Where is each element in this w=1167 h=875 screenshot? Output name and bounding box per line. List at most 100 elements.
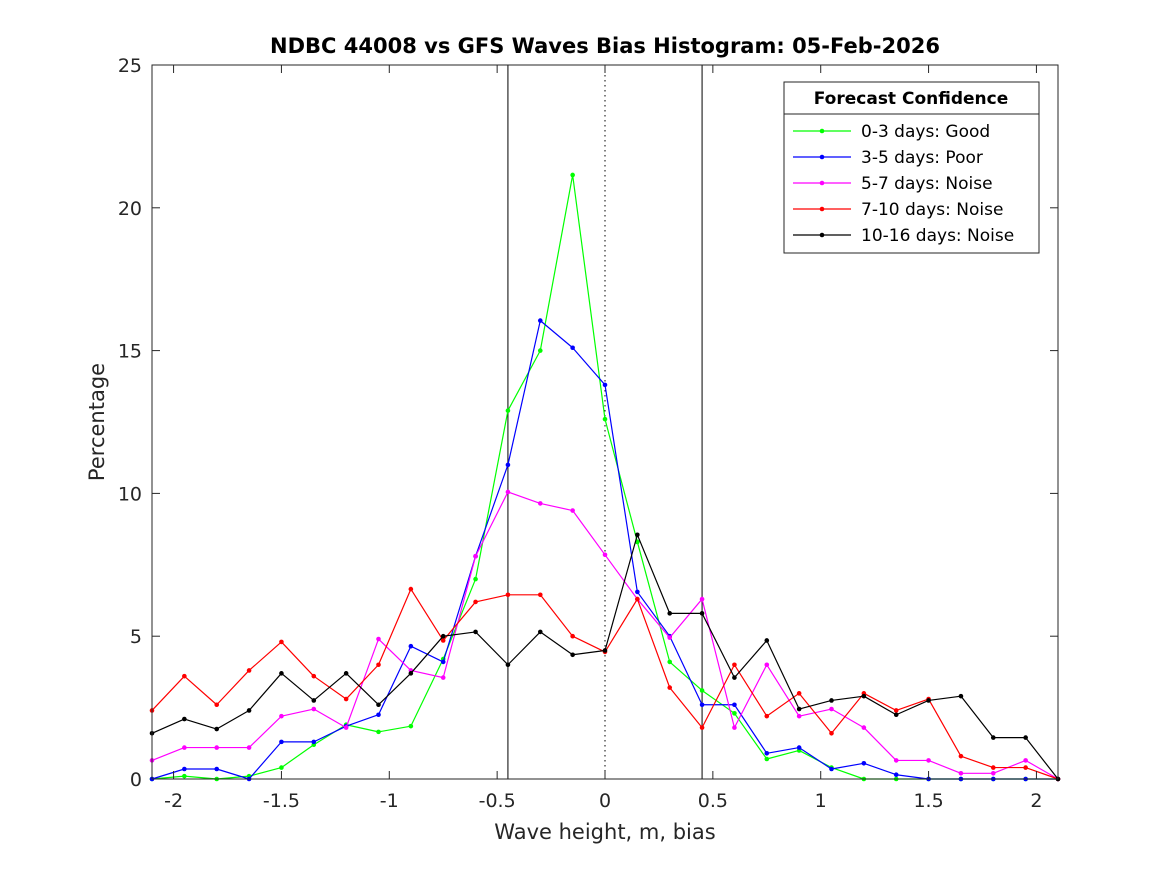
data-point — [214, 702, 220, 708]
data-point — [861, 760, 867, 766]
chart-title: NDBC 44008 vs GFS Waves Bias Histogram: … — [270, 34, 940, 58]
data-point — [376, 702, 381, 708]
data-point — [796, 691, 802, 696]
x-tick-label: 1.5 — [913, 790, 943, 812]
data-point — [182, 766, 187, 772]
data-point — [732, 675, 737, 680]
data-point — [182, 673, 187, 679]
data-point — [990, 770, 996, 776]
data-point — [635, 596, 640, 602]
data-point — [1023, 758, 1028, 763]
data-point — [667, 635, 673, 640]
data-point — [829, 706, 834, 712]
data-point — [1023, 765, 1028, 770]
data-point — [699, 596, 705, 602]
data-point — [602, 416, 608, 422]
legend-title-box — [783, 81, 1040, 115]
legend-entry: 0-3 days: Good — [793, 122, 990, 142]
data-point — [861, 693, 867, 699]
y-tick-label: 20 — [118, 198, 142, 220]
x-tick-label: -1 — [380, 790, 399, 812]
data-point — [343, 725, 349, 730]
data-point — [602, 648, 608, 653]
data-point — [893, 758, 899, 763]
data-point — [537, 501, 543, 506]
data-point — [893, 712, 899, 718]
data-point — [732, 662, 737, 668]
x-tick-label: 2 — [1030, 790, 1042, 812]
data-point — [570, 633, 575, 639]
data-point — [473, 553, 478, 559]
data-point — [764, 662, 770, 668]
data-point — [376, 636, 381, 642]
data-point — [570, 345, 575, 351]
data-point — [440, 638, 446, 643]
y-tick-label: 25 — [118, 55, 142, 77]
data-point — [926, 758, 931, 763]
data-point — [505, 408, 511, 413]
series-3 — [149, 489, 1061, 782]
legend-label: 5-7 days: Noise — [861, 174, 993, 194]
data-point — [990, 765, 996, 770]
data-point — [473, 629, 478, 635]
legend-label: 0-3 days: Good — [861, 122, 990, 142]
legend: Forecast Confidence 0-3 days: Good 3-5 da… — [783, 81, 1040, 254]
y-axis-label: Percentage — [85, 363, 109, 481]
legend-swatch-marker — [819, 206, 825, 212]
legend-label: 7-10 days: Noise — [861, 200, 1003, 220]
data-point — [796, 706, 802, 712]
data-point — [505, 592, 511, 598]
data-point — [732, 725, 737, 730]
reference-lines — [507, 65, 703, 779]
x-tick-label: -1.5 — [263, 790, 300, 812]
data-point — [667, 685, 673, 690]
data-point — [570, 508, 575, 513]
data-point — [635, 589, 640, 595]
series-5 — [149, 532, 1061, 782]
data-point — [343, 696, 349, 702]
data-point — [699, 611, 705, 616]
data-point — [279, 765, 284, 770]
data-point — [796, 745, 802, 750]
x-tick-label: 1 — [815, 790, 827, 812]
data-point — [376, 662, 381, 668]
series-layer — [149, 172, 1061, 782]
data-point — [958, 753, 964, 759]
x-tick-label: 0.5 — [698, 790, 728, 812]
data-point — [376, 712, 381, 718]
x-tick-label: -2 — [164, 790, 183, 812]
data-point — [537, 592, 543, 598]
data-point — [440, 633, 446, 639]
data-point — [732, 711, 737, 716]
data-point — [279, 739, 284, 745]
data-point — [635, 532, 640, 538]
y-tick-label: 15 — [118, 341, 142, 363]
x-tick-label: 0 — [599, 790, 611, 812]
data-point — [764, 638, 770, 643]
data-point — [861, 725, 867, 730]
data-point — [408, 643, 414, 649]
data-point — [764, 750, 770, 756]
data-point — [796, 713, 802, 719]
data-point — [279, 713, 284, 719]
data-point — [473, 599, 478, 605]
data-point — [246, 745, 252, 750]
data-point — [958, 693, 964, 699]
data-point — [279, 671, 284, 676]
data-point — [537, 348, 543, 353]
data-point — [246, 708, 252, 713]
legend-title: Forecast Confidence — [814, 89, 1009, 109]
data-point — [893, 708, 899, 713]
data-point — [1023, 735, 1028, 740]
data-point — [311, 706, 317, 712]
data-point — [311, 739, 317, 745]
data-point — [893, 772, 899, 778]
data-point — [829, 731, 834, 736]
y-tick-label: 0 — [130, 769, 142, 791]
data-point — [182, 773, 187, 779]
x-tick-label: -0.5 — [479, 790, 516, 812]
data-point — [602, 552, 608, 558]
data-point — [214, 726, 220, 732]
